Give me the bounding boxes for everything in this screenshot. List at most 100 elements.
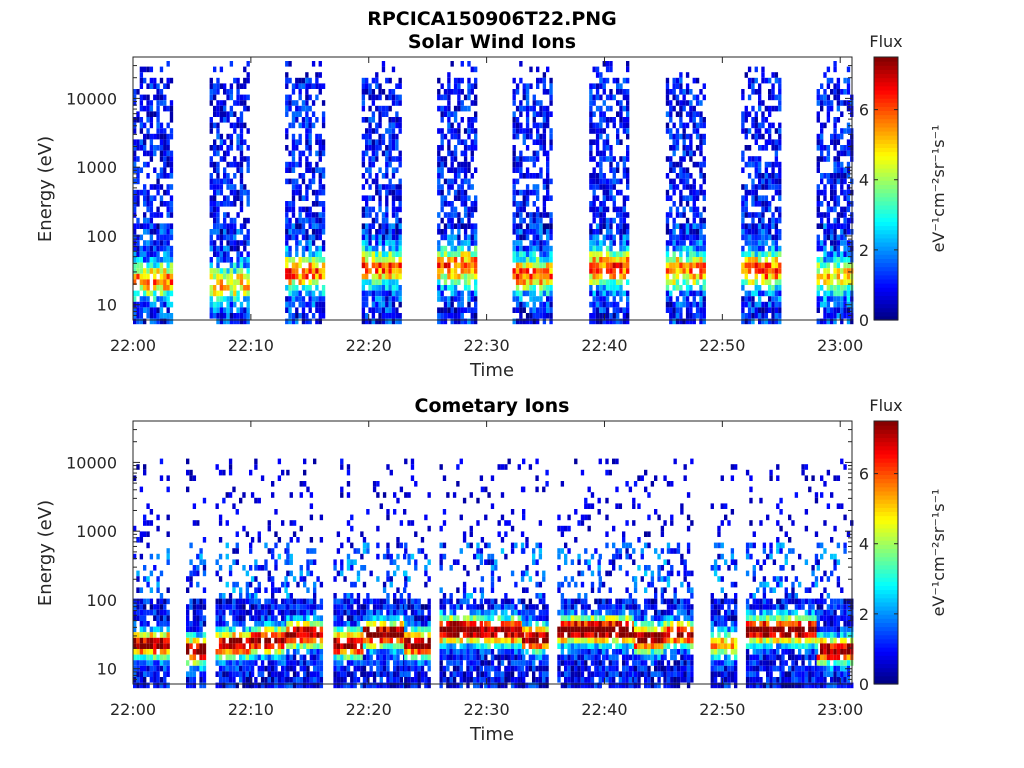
spectrogram-cell <box>301 313 306 319</box>
spectrogram-cell <box>288 313 292 319</box>
spectrogram-cell <box>833 223 837 229</box>
spectrogram-cell <box>672 184 676 190</box>
spectrogram-cell <box>340 621 344 627</box>
spectrogram-cell <box>768 161 772 168</box>
spectrogram-cell <box>286 682 290 689</box>
spectrogram-cell <box>169 245 174 252</box>
spectrogram-cell <box>285 206 289 213</box>
spectrogram-cell <box>626 156 630 162</box>
spectrogram-cell <box>826 212 831 218</box>
spectrogram-cell <box>156 173 160 179</box>
spectrogram-cell <box>546 111 550 117</box>
spectrogram-cell <box>271 581 275 588</box>
spectrogram-cell <box>264 621 268 627</box>
spectrogram-cell <box>156 285 160 291</box>
spectrogram-cell <box>778 290 782 297</box>
spectrogram-cell <box>702 223 706 229</box>
spectrogram-cell <box>672 105 676 112</box>
spectrogram-cell <box>536 240 540 246</box>
spectrogram-cell <box>303 481 307 487</box>
spectrogram-cell <box>222 609 226 616</box>
spectrogram-cell <box>843 240 847 246</box>
spectrogram-cell <box>512 307 516 313</box>
spectrogram-cell <box>202 654 207 661</box>
spectrogram-cell <box>299 660 303 666</box>
spectrogram-cell <box>602 178 606 185</box>
spectrogram-cell <box>525 83 530 89</box>
spectrogram-cell <box>741 268 745 274</box>
spectrogram-cell <box>826 285 831 291</box>
spectrogram-cell <box>522 318 526 325</box>
spectrogram-cell <box>751 301 755 308</box>
spectrogram-cell <box>257 632 261 638</box>
spectrogram-cell <box>665 307 670 313</box>
spectrogram-cell <box>823 251 827 257</box>
spectrogram-cell <box>626 195 630 201</box>
spectrogram-cell <box>233 234 237 241</box>
colorbar-segment <box>874 307 898 313</box>
spectrogram-cell <box>539 145 543 151</box>
spectrogram-cell <box>768 201 772 207</box>
colorbar-segment <box>874 196 898 202</box>
colorbar-segment <box>874 61 898 66</box>
spectrogram-cell <box>295 229 299 235</box>
spectrogram-cell <box>522 195 526 201</box>
spectrogram-cell <box>149 217 154 224</box>
spectrogram-cell <box>299 615 303 621</box>
spectrogram-cell <box>747 212 752 218</box>
spectrogram-cell <box>321 240 326 246</box>
spectrogram-cell <box>672 318 676 325</box>
spectrogram-cell <box>301 77 306 84</box>
spectrogram-cell <box>232 581 236 588</box>
spectrogram-cell <box>699 100 703 106</box>
spectrogram-cell <box>542 290 547 297</box>
spectrogram-cell <box>395 145 399 151</box>
spectrogram-cell <box>747 77 752 84</box>
spectrogram-cell <box>239 223 244 229</box>
spectrogram-cell <box>285 318 289 325</box>
spectrogram-cell <box>189 637 193 644</box>
spectrogram-cell <box>388 150 392 157</box>
spectrogram-cell <box>303 677 307 683</box>
spectrogram-cell <box>318 229 322 235</box>
spectrogram-cell <box>764 268 769 274</box>
spectrogram-cell <box>467 257 471 263</box>
spectrogram-cell <box>156 189 160 196</box>
spectrogram-cell <box>695 189 700 196</box>
spectrogram-cell <box>532 234 536 241</box>
spectrogram-cell <box>536 307 540 313</box>
spectrogram-cell <box>371 100 376 106</box>
spectrogram-cell <box>346 604 351 610</box>
spectrogram-cell <box>196 637 200 644</box>
spectrogram-cell <box>156 615 160 621</box>
spectrogram-cell <box>699 111 703 117</box>
spectrogram-cell <box>826 156 831 162</box>
spectrogram-cell <box>836 150 841 157</box>
spectrogram-cell <box>139 167 144 173</box>
spectrogram-cell <box>695 212 700 218</box>
spectrogram-cell <box>343 598 347 605</box>
spectrogram-cell <box>843 89 847 95</box>
spectrogram-cell <box>816 223 820 229</box>
spectrogram-cell <box>166 626 170 633</box>
spectrogram-cell <box>254 643 258 649</box>
spectrogram-cell <box>192 637 197 644</box>
spectrogram-cell <box>169 234 174 241</box>
spectrogram-cell <box>549 313 553 319</box>
spectrogram-cell <box>820 105 824 112</box>
spectrogram-cell <box>457 251 461 257</box>
spectrogram-cell <box>665 257 670 263</box>
spectrogram-cell <box>368 279 372 285</box>
spectrogram-cell <box>153 301 157 308</box>
spectrogram-cell <box>599 150 603 157</box>
spectrogram-cell <box>146 637 150 644</box>
spectrogram-cell <box>308 307 312 313</box>
spectrogram-cell <box>365 117 369 123</box>
spectrogram-cell <box>199 615 203 621</box>
spectrogram-cell <box>529 273 533 280</box>
spectrogram-cell <box>692 206 696 213</box>
spectrogram-cell <box>675 94 680 101</box>
spectrogram-cell <box>595 212 600 218</box>
spectrogram-cell <box>311 178 316 185</box>
spectrogram-cell <box>281 665 285 672</box>
